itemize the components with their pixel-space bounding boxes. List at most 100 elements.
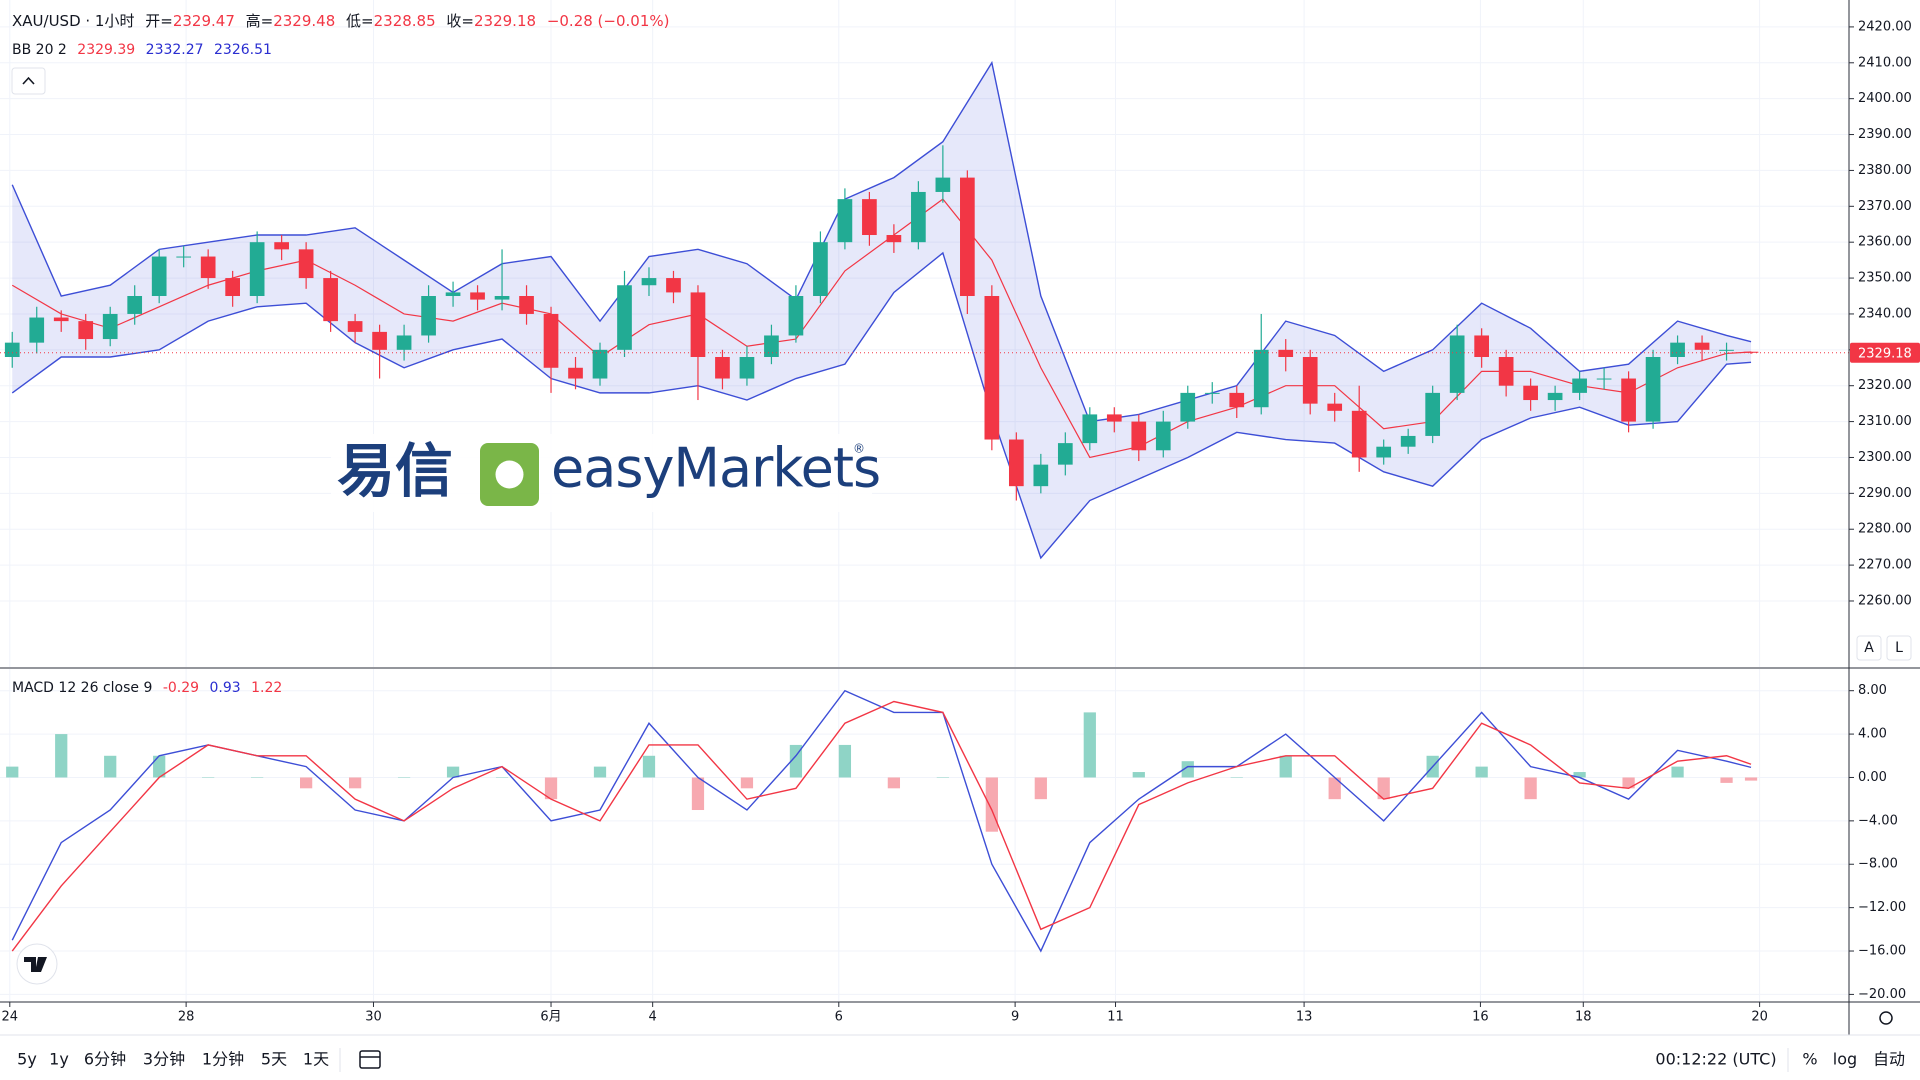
candle-body xyxy=(1302,357,1318,404)
candle-body xyxy=(323,278,338,322)
y-tick-label: 2260.00 xyxy=(1858,593,1912,608)
calendar-icon[interactable] xyxy=(359,1050,381,1069)
y-tick-label: 2270.00 xyxy=(1858,558,1912,573)
candle-body xyxy=(617,285,632,350)
candle-body xyxy=(1180,392,1196,422)
histogram-bar xyxy=(789,744,803,778)
log-button-bg[interactable] xyxy=(1886,635,1912,661)
log-button-label[interactable]: L xyxy=(1895,640,1903,656)
percent-toggle[interactable]: % xyxy=(1802,1050,1817,1069)
watermark-mark: ® xyxy=(853,442,865,456)
bb-label: BB 20 2 xyxy=(12,42,67,58)
candle-body xyxy=(568,367,583,379)
candle-body xyxy=(1033,464,1049,487)
collapse-button[interactable] xyxy=(11,67,46,95)
bb-upper: 2332.27 xyxy=(146,42,204,58)
range-button[interactable]: 1y xyxy=(49,1050,69,1069)
histogram-bar xyxy=(642,755,656,778)
candle-body xyxy=(813,242,828,297)
x-tick-label: 18 xyxy=(1575,1010,1592,1025)
range-button[interactable]: 3分钟 xyxy=(143,1050,185,1069)
x-tick-label: 16 xyxy=(1472,1010,1489,1025)
y-tick-label: 2410.00 xyxy=(1858,55,1912,70)
y-tick-label: 2300.00 xyxy=(1858,450,1912,465)
candle-body xyxy=(421,296,436,336)
bb-lower: 2326.51 xyxy=(214,42,272,58)
macd-line xyxy=(11,689,1752,953)
candle-body xyxy=(1278,349,1294,358)
candle-body xyxy=(470,292,485,300)
candle-body xyxy=(396,335,412,350)
bb-basis: 2329.39 xyxy=(77,42,135,58)
candle-body xyxy=(690,292,706,358)
histogram-bar xyxy=(55,734,68,778)
histogram-bar xyxy=(740,777,754,789)
log-toggle[interactable]: log xyxy=(1833,1050,1857,1069)
candle-body xyxy=(1743,351,1759,353)
close-value: 2329.18 xyxy=(474,12,536,30)
watermark-cn: 易信 xyxy=(337,437,453,505)
auto-button[interactable]: A xyxy=(1856,635,1882,661)
candle-body xyxy=(1106,414,1122,422)
x-tick-label: 6 xyxy=(835,1010,843,1025)
range-button[interactable]: 5天 xyxy=(261,1050,287,1069)
auto-button-bg[interactable] xyxy=(1856,635,1882,661)
settings-icon[interactable] xyxy=(1879,1011,1893,1025)
histogram-bar xyxy=(985,777,998,832)
tv-logo-mark[interactable] xyxy=(24,957,47,972)
macd-label: MACD 12 26 close 9 xyxy=(12,680,152,696)
candle-body xyxy=(519,296,534,314)
candle-body xyxy=(1596,378,1612,380)
open-value: 2329.47 xyxy=(173,12,235,30)
collapse-icon[interactable] xyxy=(22,76,35,85)
plot-layer: 2329.18 xyxy=(0,60,1920,953)
histogram-bar xyxy=(6,766,19,778)
candle-body xyxy=(176,256,192,258)
candle-body xyxy=(274,242,289,250)
candle-body xyxy=(1523,385,1538,401)
auto-button-label[interactable]: A xyxy=(1864,640,1874,656)
band-fill xyxy=(12,62,1752,558)
histogram-bar xyxy=(1181,761,1194,778)
histogram-bar xyxy=(495,777,509,778)
candle-body xyxy=(1008,439,1024,487)
histogram-bar xyxy=(1328,777,1341,800)
candle-body xyxy=(78,321,94,340)
candle-body xyxy=(1351,410,1367,458)
tv-logo[interactable] xyxy=(16,943,58,985)
auto-toggle[interactable]: 自动 xyxy=(1873,1050,1905,1069)
range-button[interactable]: 1分钟 xyxy=(202,1050,244,1069)
high-value: 2329.48 xyxy=(273,12,335,30)
candle-body xyxy=(715,357,730,379)
candle-body xyxy=(1327,403,1343,411)
y-tick-label: 2360.00 xyxy=(1858,235,1912,250)
candle-body xyxy=(1670,342,1685,358)
candle-body xyxy=(1155,421,1171,451)
candle-body xyxy=(1253,349,1269,408)
symbol: XAU/USD · 1小时 xyxy=(12,12,134,30)
candle-body xyxy=(1204,392,1220,394)
log-button[interactable]: L xyxy=(1886,635,1912,661)
date-range-icon[interactable] xyxy=(359,1050,381,1069)
range-button[interactable]: 1天 xyxy=(303,1050,329,1069)
histogram-bar xyxy=(202,777,215,778)
candle-body xyxy=(151,256,167,297)
y-tick-label: −16.00 xyxy=(1858,944,1906,959)
candle-body xyxy=(225,278,241,297)
y-tick-label: 4.00 xyxy=(1858,727,1887,742)
range-button[interactable]: 6分钟 xyxy=(84,1050,126,1069)
histogram-bar xyxy=(1377,777,1390,800)
candle-body xyxy=(1376,446,1392,458)
candle-body xyxy=(935,177,951,192)
candle-body xyxy=(543,313,559,368)
band-lower xyxy=(11,251,1752,560)
x-tick-label: 11 xyxy=(1107,1010,1124,1025)
candle-body xyxy=(102,313,118,340)
x-tick-label: 9 xyxy=(1011,1010,1019,1025)
y-tick-label: 2400.00 xyxy=(1858,91,1912,106)
collapse-button-bg[interactable] xyxy=(11,67,46,95)
x-tick-label: 20 xyxy=(1751,1010,1768,1025)
histogram-bar xyxy=(1744,777,1758,781)
last-price-tag xyxy=(1850,342,1920,363)
range-button[interactable]: 5y xyxy=(17,1050,37,1069)
